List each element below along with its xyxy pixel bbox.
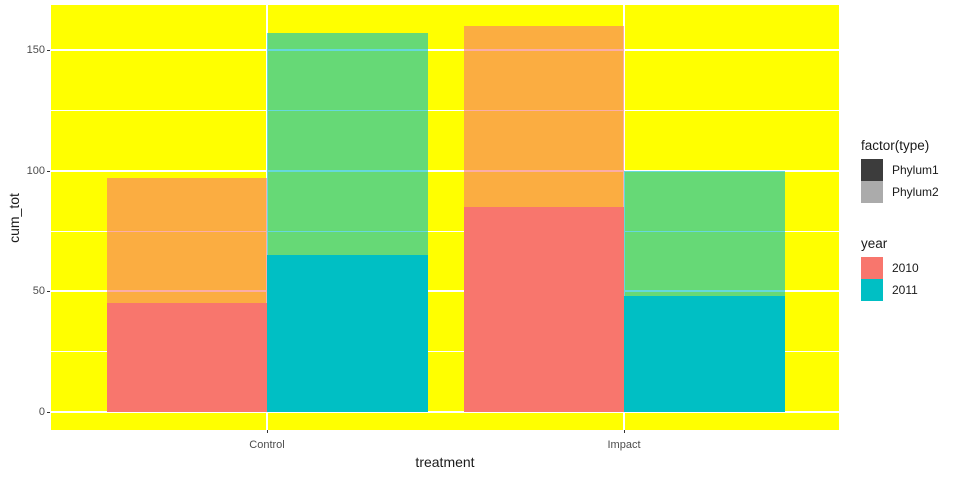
y-tick-label: 0: [38, 406, 45, 418]
bar-control-2010-phylum2-overlay-segment: [106, 177, 267, 304]
legend-title: year: [861, 236, 888, 251]
legend-factor-type-: factor(type) Phylum1 Phylum2: [861, 138, 939, 203]
y-tick-label: 50: [32, 285, 45, 298]
y-tick-mark: [47, 412, 50, 413]
x-tick-mark: [624, 430, 625, 433]
legend-item-2010: 2010: [861, 257, 919, 279]
legend-key-swatch: [861, 279, 883, 301]
bar-impact-2010-phylum2-overlay-segment: [463, 26, 624, 207]
major-gridline: [51, 290, 839, 293]
legend-year: year 2010 2011: [861, 236, 919, 301]
minor-gridline: [51, 109, 839, 111]
legend-key-swatch: [861, 257, 883, 279]
legend-item-2011: 2011: [861, 279, 919, 301]
y-tick-label: 150: [26, 44, 45, 57]
y-axis-title: cum_tot: [6, 193, 22, 243]
legend-title: factor(type): [861, 138, 930, 153]
minor-gridline: [51, 230, 839, 232]
x-tick-label: Control: [249, 439, 285, 451]
legend-item-label: 2010: [892, 261, 919, 275]
bar-control-2011-phylum2-overlay-segment: [267, 33, 428, 256]
x-axis-title: treatment: [415, 454, 475, 470]
legend-item-label: Phylum2: [892, 185, 939, 199]
legend-item-phylum1: Phylum1: [861, 159, 939, 181]
major-gridline: [51, 49, 839, 52]
x-tick-label: Impact: [607, 439, 641, 451]
legend-item-phylum2: Phylum2: [861, 181, 939, 203]
plot-panel: [51, 5, 839, 430]
bar-control-2011-phylum1-segment: [267, 255, 428, 412]
major-gridline: [51, 169, 839, 172]
y-tick-mark: [47, 291, 50, 293]
bar-impact-2011-phylum1-segment: [624, 296, 785, 412]
bar-control-2010-phylum1-segment: [106, 303, 267, 412]
y-tick-label: 100: [26, 164, 45, 177]
x-tick-mark: [267, 430, 268, 433]
y-tick-mark: [47, 170, 50, 172]
major-gridline: [51, 411, 839, 413]
legend-key-swatch: [861, 159, 883, 181]
legend-key-swatch: [861, 181, 883, 203]
legend-item-label: 2011: [892, 283, 918, 297]
bar-impact-2011-phylum2-overlay-segment: [624, 170, 785, 297]
bar-impact-2010-phylum1-segment: [463, 206, 624, 412]
y-tick-mark: [47, 50, 50, 52]
minor-gridline: [51, 351, 839, 353]
legend-item-label: Phylum1: [892, 163, 939, 177]
